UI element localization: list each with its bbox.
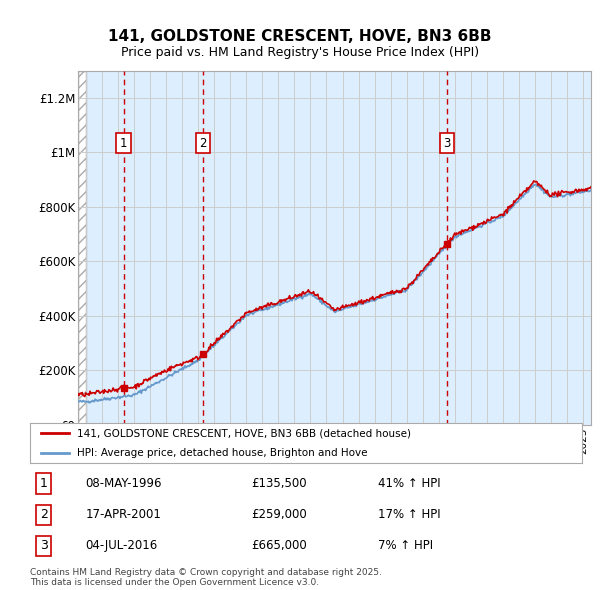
- Text: 08-MAY-1996: 08-MAY-1996: [85, 477, 162, 490]
- Text: 04-JUL-2016: 04-JUL-2016: [85, 539, 157, 552]
- Text: £665,000: £665,000: [251, 539, 307, 552]
- Text: 17% ↑ HPI: 17% ↑ HPI: [378, 508, 440, 522]
- Text: 141, GOLDSTONE CRESCENT, HOVE, BN3 6BB (detached house): 141, GOLDSTONE CRESCENT, HOVE, BN3 6BB (…: [77, 428, 411, 438]
- Text: £259,000: £259,000: [251, 508, 307, 522]
- Text: 41% ↑ HPI: 41% ↑ HPI: [378, 477, 440, 490]
- Text: 1: 1: [120, 137, 127, 150]
- Text: 3: 3: [40, 539, 48, 552]
- Text: 1: 1: [40, 477, 48, 490]
- Text: 2: 2: [40, 508, 48, 522]
- Text: HPI: Average price, detached house, Brighton and Hove: HPI: Average price, detached house, Brig…: [77, 448, 367, 458]
- Text: 2: 2: [199, 137, 206, 150]
- Bar: [78, 71, 86, 425]
- Text: 3: 3: [443, 137, 451, 150]
- Text: 141, GOLDSTONE CRESCENT, HOVE, BN3 6BB: 141, GOLDSTONE CRESCENT, HOVE, BN3 6BB: [108, 30, 492, 44]
- Text: 17-APR-2001: 17-APR-2001: [85, 508, 161, 522]
- Text: 7% ↑ HPI: 7% ↑ HPI: [378, 539, 433, 552]
- Text: £135,500: £135,500: [251, 477, 307, 490]
- Text: Contains HM Land Registry data © Crown copyright and database right 2025.
This d: Contains HM Land Registry data © Crown c…: [30, 568, 382, 587]
- Text: Price paid vs. HM Land Registry's House Price Index (HPI): Price paid vs. HM Land Registry's House …: [121, 46, 479, 59]
